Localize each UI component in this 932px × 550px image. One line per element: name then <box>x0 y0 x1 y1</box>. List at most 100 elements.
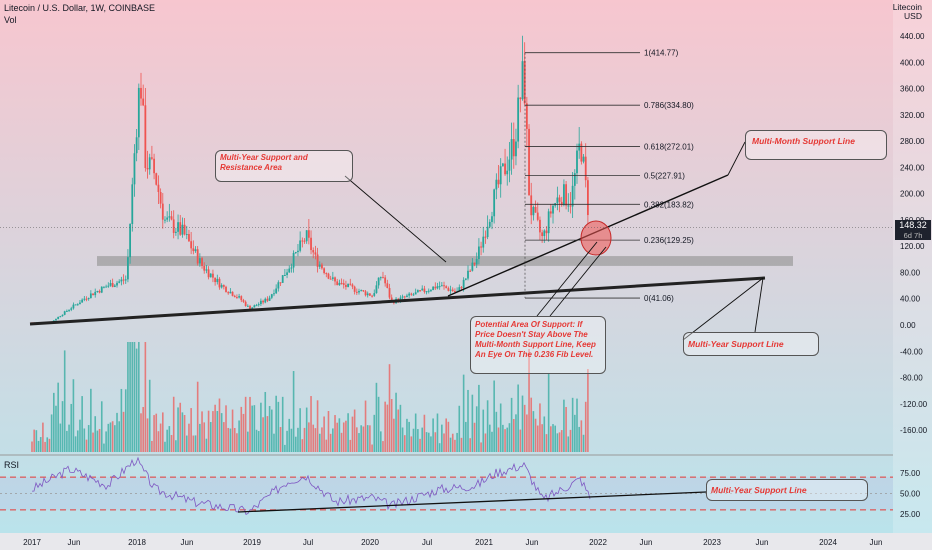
volume-bar <box>349 439 352 452</box>
candle <box>349 283 352 285</box>
volume-bar <box>395 392 397 452</box>
candle <box>347 283 349 287</box>
candle <box>532 206 535 216</box>
volume-bar <box>257 431 260 452</box>
volume-bar <box>212 411 214 452</box>
volume-bar <box>286 430 288 452</box>
candle <box>388 287 391 298</box>
vol-label: Vol <box>4 15 17 25</box>
x-tick-label: Jun <box>181 538 194 547</box>
volume-bar <box>528 348 530 452</box>
volume-bar <box>521 395 524 452</box>
note-multi-month-support[interactable]: Multi-Month Support Line <box>745 130 887 160</box>
candle <box>225 286 227 293</box>
volume-bar <box>556 433 559 452</box>
candle <box>582 156 585 162</box>
volume-bar <box>584 401 587 452</box>
fib-label: 0.5(227.91) <box>644 171 685 180</box>
volume-bar <box>159 423 162 452</box>
volume-bar <box>388 364 391 452</box>
volume-bar <box>314 428 317 452</box>
volume-bar <box>61 401 64 452</box>
candle <box>523 61 526 104</box>
volume-bar <box>493 380 495 452</box>
candle <box>305 230 308 242</box>
volume-bar <box>216 410 219 452</box>
volume-bar <box>375 382 378 452</box>
candle <box>530 195 533 216</box>
candle <box>447 288 450 291</box>
note-multi-year-sr[interactable]: Multi-Year Support and Resistance Area <box>215 150 353 182</box>
volume-bar <box>268 406 271 452</box>
y-tick-label: -160.00 <box>900 426 928 435</box>
candle <box>578 143 581 151</box>
volume-bar <box>408 421 410 452</box>
y-tick-label: 120.00 <box>900 242 925 251</box>
candle <box>462 279 465 289</box>
candle <box>268 297 271 301</box>
fib-group: 1(414.77) 0.786(334.80) 0.618(272.01) 0.5(2… <box>525 49 694 303</box>
candle <box>238 296 240 298</box>
volume-bar <box>299 408 301 452</box>
volume-bar <box>164 441 166 452</box>
candle <box>242 300 245 302</box>
candle <box>129 224 131 258</box>
volume-bar <box>50 414 53 452</box>
volume-bar <box>504 429 506 452</box>
candle <box>373 293 376 296</box>
candle <box>98 290 101 293</box>
volume-bar <box>151 440 153 452</box>
y-tick-label: -80.00 <box>900 374 923 383</box>
candle <box>386 283 389 288</box>
volume-bar <box>273 433 275 452</box>
candle <box>571 185 574 207</box>
candle <box>336 281 339 286</box>
volume-bar <box>419 438 421 452</box>
volume-bar <box>451 433 454 452</box>
volume-bar <box>42 422 44 452</box>
candle <box>133 153 136 185</box>
volume-bar <box>580 420 583 452</box>
candle <box>292 253 295 268</box>
volume-bar <box>445 418 447 452</box>
note-potential-support[interactable]: Potential Area Of Support: If Price Does… <box>470 316 606 374</box>
candle <box>244 301 247 306</box>
candle <box>253 305 256 308</box>
volume-bar <box>447 421 450 452</box>
volume-bar <box>247 431 249 452</box>
volume-bar <box>456 432 458 452</box>
volume-bar <box>489 424 491 452</box>
note-multi-year-support[interactable]: Multi-Year Support Line <box>683 332 819 356</box>
candle <box>107 285 110 287</box>
candle <box>196 249 199 264</box>
volume-bar <box>148 379 151 452</box>
volume-bar <box>523 404 526 452</box>
candle <box>279 282 282 284</box>
volume-bar <box>103 443 105 452</box>
volume-bar <box>469 438 471 452</box>
volume-bar <box>582 434 585 452</box>
note-rsi-support[interactable]: Multi-Year Support Line <box>706 479 868 501</box>
volume-bar <box>397 409 400 452</box>
volume-bar <box>458 405 461 452</box>
candle <box>521 61 524 100</box>
volume-bar <box>207 410 210 452</box>
candle <box>416 290 419 293</box>
volume-bar <box>342 422 345 452</box>
candle <box>111 283 114 288</box>
volume-bar <box>467 389 469 452</box>
pointer-potential-2 <box>549 246 607 317</box>
candle <box>81 299 84 303</box>
volume-bar <box>369 425 371 452</box>
candle <box>153 158 155 174</box>
candle <box>194 249 197 252</box>
volume-bar <box>382 441 384 452</box>
candle <box>406 295 408 298</box>
volume-bar <box>425 432 428 452</box>
candle <box>203 265 206 271</box>
volume-bar <box>338 418 341 452</box>
candle <box>214 277 217 283</box>
volume-bar <box>281 396 284 452</box>
